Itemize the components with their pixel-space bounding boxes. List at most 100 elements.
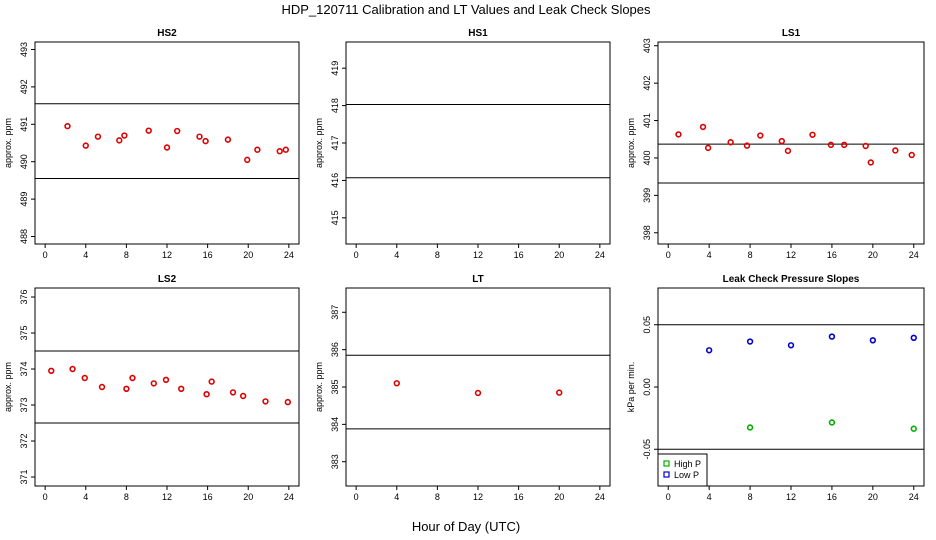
panel-title: Leak Check Pressure Slopes (723, 274, 860, 285)
data-point (787, 342, 795, 349)
x-tick-label: 20 (554, 492, 564, 502)
y-tick-label: 418 (330, 98, 340, 113)
data-point (81, 374, 88, 382)
y-tick-label: 371 (19, 469, 29, 484)
data-point (145, 127, 152, 134)
x-tick-label: 4 (394, 250, 399, 260)
panel-title: HS2 (157, 28, 177, 39)
data-point (699, 123, 707, 131)
y-tick-label: 490 (19, 154, 29, 169)
x-tick-label: 4 (707, 492, 712, 502)
data-point (556, 389, 563, 396)
y-tick-label: 492 (19, 79, 29, 94)
data-point (203, 391, 210, 398)
data-point (239, 392, 247, 400)
x-tick-label: 20 (868, 492, 878, 502)
data-point (828, 333, 836, 340)
data-point (704, 144, 712, 152)
x-tick-label: 0 (354, 250, 359, 260)
data-point (48, 367, 55, 374)
x-tick-label: 16 (827, 250, 837, 260)
y-tick-label: 385 (330, 379, 340, 394)
y-tick-label: 0.00 (642, 378, 652, 396)
y-axis-label: approx. ppm (3, 362, 13, 412)
y-tick-label: 493 (19, 42, 29, 57)
panel-title: LS2 (158, 274, 177, 285)
data-point (254, 146, 261, 153)
y-tick-label: -0.05 (642, 439, 652, 460)
x-tick-label: 20 (243, 250, 253, 260)
plot-frame (34, 41, 300, 245)
x-tick-label: 0 (666, 250, 671, 260)
y-tick-label: 402 (642, 76, 652, 91)
data-point (393, 380, 400, 387)
data-point (869, 337, 877, 344)
data-point (123, 385, 130, 392)
data-point (150, 380, 158, 387)
data-point (827, 141, 835, 149)
plot-frame (34, 287, 300, 487)
y-tick-label: 400 (642, 150, 652, 165)
y-tick-label: 488 (19, 229, 29, 244)
legend-marker (663, 460, 670, 467)
data-point (82, 142, 89, 149)
data-point (178, 385, 185, 392)
x-tick-label: 12 (786, 250, 796, 260)
x-tick-label: 0 (43, 492, 48, 502)
x-tick-label: 4 (83, 250, 88, 260)
panel-lt: LT approx. ppm 0 4 8 12 16 20 24 383 384 385 386 387 (314, 274, 611, 502)
data-point (757, 132, 764, 139)
panel-title: LS1 (782, 28, 801, 39)
y-tick-label: 401 (642, 113, 652, 128)
data-point (778, 137, 785, 145)
x-tick-label: 24 (595, 492, 605, 502)
x-tick-label: 16 (514, 492, 524, 502)
y-tick-label: 491 (19, 117, 29, 132)
data-point (202, 137, 209, 145)
panel-title: LT (472, 274, 483, 285)
x-tick-label: 4 (707, 250, 712, 260)
x-tick-label: 16 (203, 492, 213, 502)
x-tick-label: 0 (354, 492, 359, 502)
data-point (705, 347, 713, 354)
x-tick-label: 16 (203, 250, 213, 260)
data-point (64, 122, 71, 130)
data-point (910, 334, 917, 342)
data-point (840, 141, 848, 149)
data-point (282, 146, 289, 153)
legend-marker (663, 471, 670, 478)
data-point (121, 132, 128, 139)
y-tick-label: 374 (19, 361, 29, 376)
panel-leak: Leak Check Pressure Slopes kPa per min. 0 4… (626, 274, 925, 502)
y-tick-label: 416 (330, 173, 340, 188)
y-tick-label: 403 (642, 38, 652, 53)
y-tick-label: 386 (330, 342, 340, 357)
data-point (262, 398, 269, 405)
data-point (276, 148, 283, 155)
data-point (244, 156, 251, 164)
data-point (173, 127, 181, 135)
legend-box (657, 453, 708, 487)
x-tick-label: 8 (748, 250, 753, 260)
plot-frame (345, 287, 611, 487)
data-point (908, 151, 915, 159)
data-point (162, 376, 170, 383)
panel-ls2: LS2 approx. ppm 0 4 8 12 16 20 24 371 372 373 374 375… (3, 274, 300, 502)
x-tick-label: 4 (394, 492, 399, 502)
x-tick-label: 16 (827, 492, 837, 502)
x-tick-label: 24 (595, 250, 605, 260)
x-tick-label: 12 (786, 492, 796, 502)
x-tick-label: 12 (473, 250, 483, 260)
y-tick-label: 0.05 (642, 316, 652, 334)
x-tick-label: 20 (243, 492, 253, 502)
legend-label: High P (674, 459, 701, 469)
x-tick-label: 24 (284, 492, 294, 502)
x-tick-label: 8 (435, 250, 440, 260)
y-tick-label: 399 (642, 188, 652, 203)
panel-title: HS1 (468, 28, 488, 39)
data-point (675, 131, 682, 138)
data-point (94, 133, 102, 140)
panel-hs2: HS2 approx. ppm 0 4 8 12 16 20 24 488 489 490 491 492… (3, 28, 300, 260)
